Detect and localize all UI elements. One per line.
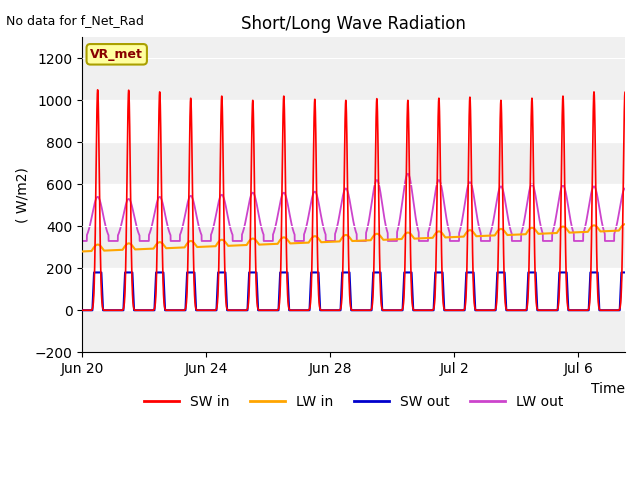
X-axis label: Time: Time xyxy=(591,382,625,396)
Text: No data for f_Net_Rad: No data for f_Net_Rad xyxy=(6,14,144,27)
Bar xyxy=(82,268,625,310)
Y-axis label: ( W/m2): ( W/m2) xyxy=(15,167,29,223)
Title: Short/Long Wave Radiation: Short/Long Wave Radiation xyxy=(241,15,466,33)
Bar xyxy=(82,184,625,226)
Bar xyxy=(82,100,625,142)
Text: VR_met: VR_met xyxy=(90,48,143,61)
Legend: SW in, LW in, SW out, LW out: SW in, LW in, SW out, LW out xyxy=(138,389,569,415)
